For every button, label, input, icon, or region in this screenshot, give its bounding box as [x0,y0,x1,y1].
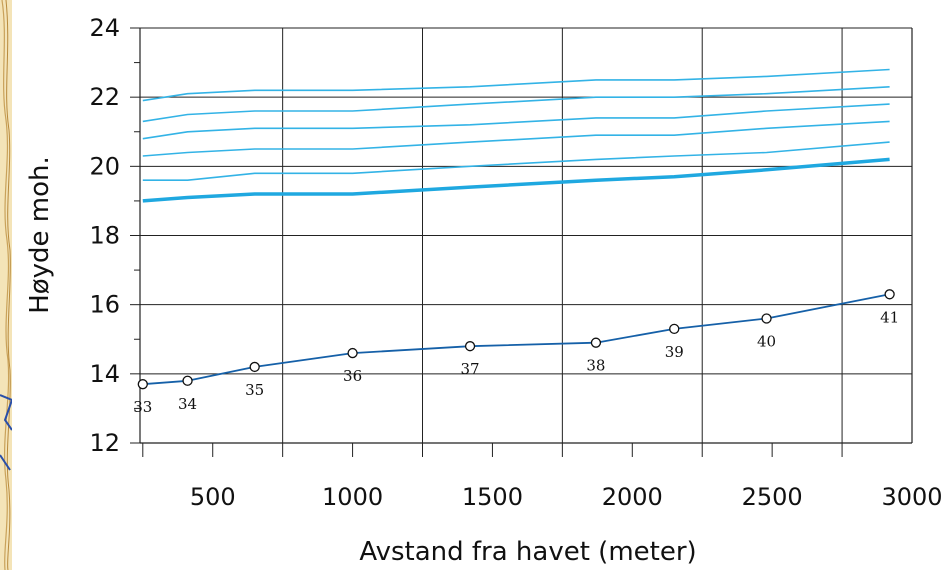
labels: 33 34 35 36 37 38 39 40 41 [133,308,899,416]
y-axis-title: Høyde moh. [25,156,55,314]
data-point [347,347,358,359]
y-tick-label: 24 [89,14,120,42]
point-label: 36 [343,367,362,385]
y-tick-label: 18 [89,222,120,250]
y-tick-label: 20 [89,152,120,180]
x-axis-title: Avstand fra havet (meter) [359,537,696,567]
data-point [182,375,193,386]
axes: 12 14 16 18 20 22 24 500 1000 1500 2000 2500 3000 [89,14,942,511]
data-point [137,379,148,390]
point-label: 39 [665,343,684,361]
x-tick-label: 1500 [462,483,523,511]
x-tick-label: 2500 [742,483,803,511]
x-tick-label: 1000 [322,483,383,511]
y-tick-label: 22 [89,83,120,111]
series-line-6 [142,157,890,203]
series-line-4 [142,120,890,157]
series-line-1 [142,68,890,102]
series-line-3 [142,103,890,140]
x-tick-label: 2000 [602,483,663,511]
data-point [249,361,260,373]
y-tick-label: 16 [89,291,120,319]
point-label: 37 [461,360,480,378]
point-label: 41 [880,308,899,326]
map-fragment-icon [0,0,14,571]
data-point [464,341,476,352]
data-point [761,313,772,324]
data-point [590,337,602,348]
data-point [884,289,895,300]
point-label: 35 [245,381,264,399]
series-line-2 [142,86,890,123]
point-label: 33 [133,398,152,416]
y-tick-label: 14 [89,360,120,388]
y-tick-label: 12 [89,429,120,457]
point-label: 40 [757,333,776,351]
point-label: 34 [178,395,197,413]
grid-lines [140,27,912,443]
series-line-5 [142,141,890,181]
left-edge-decoration [0,0,14,571]
data-point [669,323,680,335]
point-label: 38 [586,357,605,375]
x-tick-label: 500 [190,483,236,511]
x-tick-label: 3000 [881,483,942,511]
series-group [137,68,895,390]
